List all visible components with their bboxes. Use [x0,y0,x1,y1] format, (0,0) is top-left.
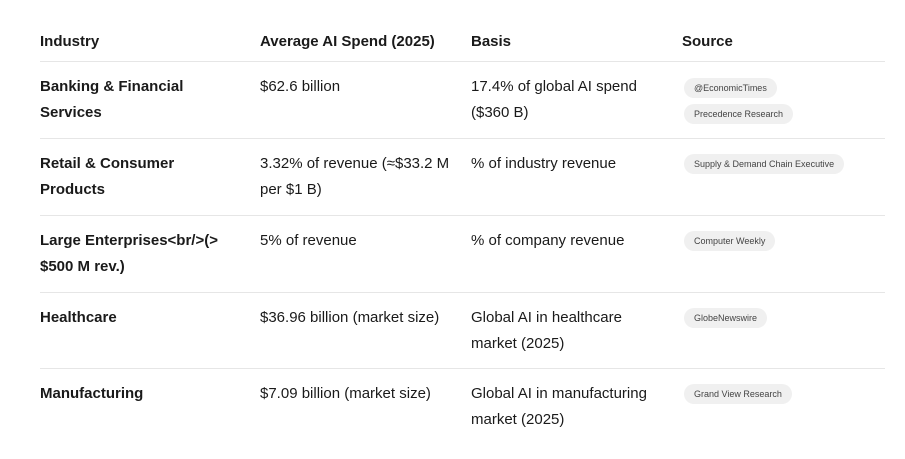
table-row: Healthcare $36.96 billion (market size) … [40,293,885,369]
industry-cell: Large Enterprises<br/>(> $500 M rev.) [40,232,218,275]
source-badge[interactable]: Grand View Research [684,384,792,404]
source-cell: Computer Weekly [684,231,776,257]
basis-cell: 17.4% of global AI spend ($360 B) [471,78,637,121]
header-industry: Industry [40,33,100,50]
spend-cell: $7.09 billion (market size) [260,385,431,402]
basis-cell: Global AI in healthcare market (2025) [471,309,622,352]
source-badge[interactable]: Computer Weekly [684,231,776,251]
source-badge[interactable]: GlobeNewswire [684,308,768,328]
table-row: Retail & Consumer Products 3.32% of reve… [40,139,885,216]
source-badge[interactable]: Supply & Demand Chain Executive [684,154,845,174]
header-source: Source [682,33,733,50]
table-row: Large Enterprises<br/>(> $500 M rev.) 5%… [40,216,885,293]
spend-cell: 5% of revenue [260,232,357,249]
industry-cell: Retail & Consumer Products [40,155,175,198]
source-badge[interactable]: Precedence Research [684,104,794,124]
source-cell: Supply & Demand Chain Executive [684,154,845,180]
source-cell: Grand View Research [684,384,792,410]
table-row: Banking & Financial Services $62.6 billi… [40,62,885,139]
source-cell: @EconomicTimes Precedence Research [684,78,794,130]
source-cell: GlobeNewswire [684,308,768,334]
industry-cell: Banking & Financial Services [40,78,184,121]
table-header-row: Industry Average AI Spend (2025) Basis S… [40,0,885,62]
spend-cell: 3.32% of revenue (≈$33.2 M per $1 B) [260,155,450,198]
basis-cell: % of company revenue [471,232,625,249]
header-basis: Basis [471,33,512,50]
basis-cell: % of industry revenue [471,155,617,172]
spend-cell: $62.6 billion [260,78,341,95]
source-badge[interactable]: @EconomicTimes [684,78,777,98]
basis-cell: Global AI in manufacturing market (2025) [471,385,647,428]
table-row: Manufacturing $7.09 billion (market size… [40,369,885,459]
header-average-ai-spend: Average AI Spend (2025) [260,33,435,50]
industry-cell: Manufacturing [40,385,144,402]
ai-spend-table: Industry Average AI Spend (2025) Basis S… [40,0,885,459]
industry-cell: Healthcare [40,309,117,326]
spend-cell: $36.96 billion (market size) [260,309,440,326]
